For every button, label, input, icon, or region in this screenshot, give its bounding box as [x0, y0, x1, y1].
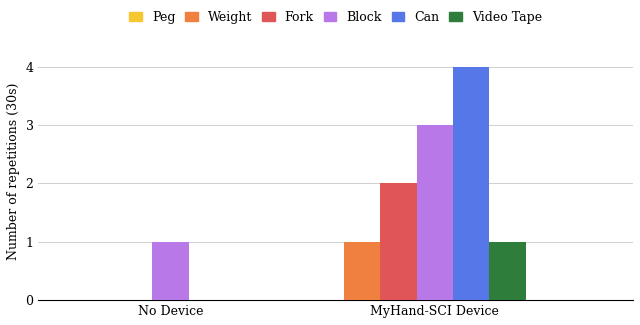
Bar	[490, 242, 525, 300]
Bar	[344, 242, 380, 300]
Legend: Peg, Weight, Fork, Block, Can, Video Tape: Peg, Weight, Fork, Block, Can, Video Tap…	[124, 6, 547, 29]
Bar	[453, 67, 490, 300]
Bar	[152, 242, 189, 300]
Bar	[417, 125, 453, 300]
Y-axis label: Number of repetitions (30s): Number of repetitions (30s)	[7, 83, 20, 260]
Bar	[380, 183, 417, 300]
